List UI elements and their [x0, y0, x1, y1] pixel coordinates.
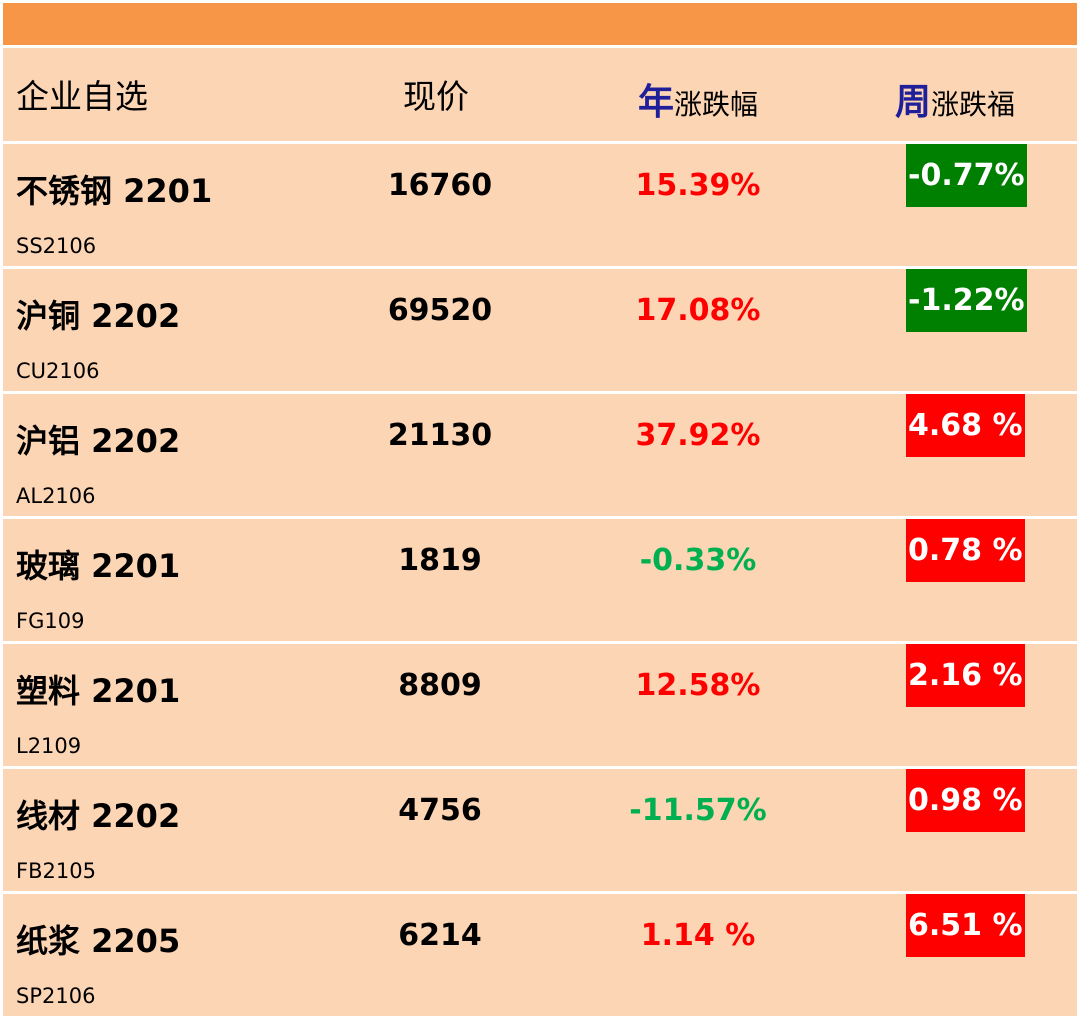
year-change: 37.92% — [635, 418, 761, 453]
contract-code: FB2105 — [16, 859, 96, 883]
header-row: 企业自选 现价 年涨跌幅 周涨跌福 — [3, 48, 1077, 141]
header-year-accent: 年 — [638, 82, 675, 123]
year-change: 1.14 % — [640, 918, 756, 953]
header-week-accent: 周 — [895, 82, 932, 123]
contract-name: 塑料 2201 — [16, 672, 181, 710]
current-price: 21130 — [387, 418, 493, 453]
current-price: 8809 — [398, 668, 482, 703]
year-change: -0.33% — [639, 543, 757, 578]
current-price: 16760 — [387, 168, 493, 203]
table-row: 玻璃 2201 FG109 1819 -0.33% 0.78 % — [3, 519, 1077, 641]
table-row: 线材 2202 FB2105 4756 -11.57% 0.98 % — [3, 769, 1077, 891]
contract-name: 纸浆 2205 — [16, 922, 181, 960]
current-price: 6214 — [398, 918, 482, 953]
contract-code: SS2106 — [16, 234, 97, 258]
year-change: -11.57% — [629, 793, 767, 828]
table-row: 塑料 2201 L2109 8809 12.58% 2.16 % — [3, 644, 1077, 766]
current-price: 1819 — [398, 543, 482, 578]
contract-code: L2109 — [16, 734, 82, 758]
title-bar — [3, 3, 1077, 45]
header-price: 现价 — [403, 77, 469, 116]
table-row: 沪铝 2202 AL2106 21130 37.92% 4.68 % — [3, 394, 1077, 516]
week-change-badge: 0.78 % — [906, 519, 1025, 582]
week-change-badge: -0.77% — [906, 144, 1027, 207]
header-week-label: 涨跌福 — [931, 88, 1016, 121]
header-name: 企业自选 — [16, 77, 148, 116]
year-change: 17.08% — [635, 293, 761, 328]
contract-code: CU2106 — [16, 359, 100, 383]
contract-name: 线材 2202 — [16, 797, 181, 835]
year-change: 12.58% — [635, 668, 761, 703]
contract-name: 沪铜 2202 — [16, 297, 181, 335]
contract-name: 玻璃 2201 — [16, 547, 181, 585]
week-change-badge: 6.51 % — [906, 894, 1025, 957]
contract-code: SP2106 — [16, 984, 96, 1008]
week-change-badge: -1.22% — [906, 269, 1027, 332]
table-row: 不锈钢 2201 SS2106 16760 15.39% -0.77% — [3, 144, 1077, 266]
header-year-change: 年涨跌幅 — [638, 73, 758, 125]
header-year-label: 涨跌幅 — [674, 88, 759, 121]
contract-name: 不锈钢 2201 — [16, 172, 213, 210]
contract-code: FG109 — [16, 609, 85, 633]
table-row: 沪铜 2202 CU2106 69520 17.08% -1.22% — [3, 269, 1077, 391]
current-price: 4756 — [398, 793, 482, 828]
contract-name: 沪铝 2202 — [16, 422, 181, 460]
week-change-badge: 2.16 % — [906, 644, 1025, 707]
year-change: 15.39% — [635, 168, 761, 203]
table-row: 纸浆 2205 SP2106 6214 1.14 % 6.51 % — [3, 894, 1077, 1016]
week-change-badge: 4.68 % — [906, 394, 1025, 457]
header-week-change: 周涨跌福 — [895, 73, 1015, 125]
contract-code: AL2106 — [16, 484, 96, 508]
current-price: 69520 — [387, 293, 493, 328]
week-change-badge: 0.98 % — [906, 769, 1025, 832]
